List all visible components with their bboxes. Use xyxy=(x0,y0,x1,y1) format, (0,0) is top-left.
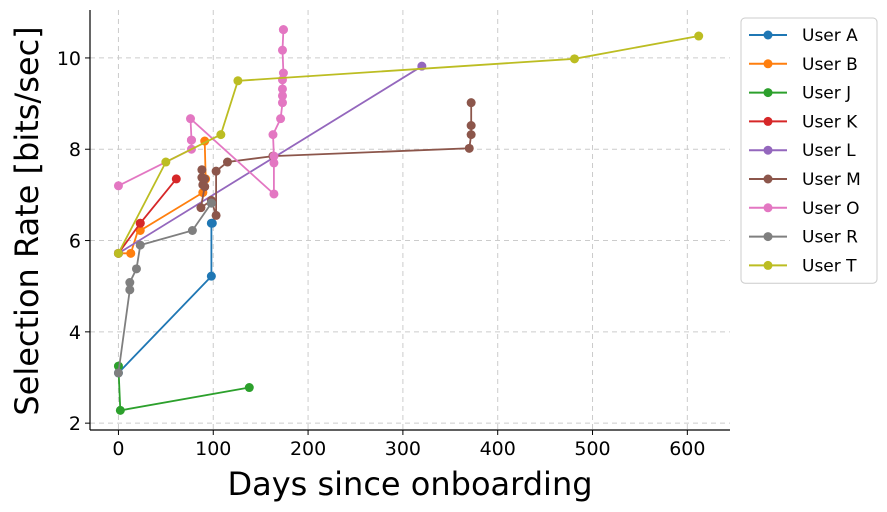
y-axis-title: Selection Rate [bits/sec] xyxy=(8,26,46,415)
legend-label-user-a: User A xyxy=(802,26,858,46)
legend-marker-user-o xyxy=(763,203,773,213)
data-point-user-o xyxy=(277,45,287,55)
series-lines xyxy=(113,25,704,415)
y-tick-label: 4 xyxy=(69,322,81,344)
grid-lines xyxy=(90,10,730,430)
tick-labels: 0 100 200 300 400 500 600 2 4 6 8 10 xyxy=(57,48,706,460)
data-point-user-o xyxy=(268,130,278,140)
data-point-user-m xyxy=(200,182,210,192)
data-point-user-b xyxy=(135,226,145,235)
legend-marker-user-l xyxy=(763,145,773,155)
data-point-user-r xyxy=(206,198,216,208)
legend-marker-user-k xyxy=(763,116,773,126)
legend-label-user-j: User J xyxy=(802,84,851,104)
series-line-user-l xyxy=(117,65,423,255)
data-point-user-a xyxy=(206,271,216,281)
data-point-user-o xyxy=(278,68,288,78)
legend-label-user-k: User K xyxy=(802,112,858,132)
data-point-user-o xyxy=(186,135,196,145)
data-point-user-r xyxy=(131,264,141,274)
data-point-user-m xyxy=(466,130,476,140)
legend-label-user-m: User M xyxy=(802,170,861,190)
x-tick-label: 300 xyxy=(385,438,421,460)
series-line-user-j xyxy=(117,366,250,412)
data-point-user-o xyxy=(186,114,196,124)
axes xyxy=(89,10,730,431)
legend-label-user-r: User R xyxy=(802,228,858,248)
data-point-user-r xyxy=(125,278,135,288)
legend-marker-user-r xyxy=(763,232,773,242)
legend-label-user-o: User O xyxy=(802,199,860,219)
data-point-user-b xyxy=(126,248,136,258)
data-point-user-o xyxy=(277,91,287,101)
x-axis-title: Days since onboarding xyxy=(227,465,592,503)
data-point-user-m xyxy=(466,121,476,130)
data-point-user-o xyxy=(277,98,287,108)
y-tick-label: 2 xyxy=(69,413,81,435)
data-point-user-t xyxy=(113,248,123,258)
data-point-user-r xyxy=(187,226,197,235)
data-point-user-j xyxy=(244,383,254,393)
y-tick-label: 8 xyxy=(69,139,81,161)
data-point-user-t xyxy=(216,130,226,140)
legend-marker-user-a xyxy=(763,30,773,40)
y-tick-label: 10 xyxy=(57,48,81,70)
legend-label-user-t: User T xyxy=(802,256,857,276)
data-point-user-t xyxy=(233,76,243,86)
data-point-user-r xyxy=(135,240,145,250)
x-tick-label: 500 xyxy=(574,438,610,460)
x-tick-label: 0 xyxy=(112,438,124,460)
legend-label-user-l: User L xyxy=(802,141,856,161)
data-point-user-k xyxy=(135,218,145,228)
legend-box xyxy=(740,17,878,284)
y-tick-label: 6 xyxy=(69,231,81,253)
data-point-user-t xyxy=(570,54,580,64)
x-tick-label: 400 xyxy=(480,438,516,460)
data-point-user-t xyxy=(161,157,171,167)
series-line-user-k xyxy=(117,178,177,254)
data-point-user-r xyxy=(125,285,135,295)
legend-marker-user-t xyxy=(763,260,773,270)
data-point-user-m xyxy=(222,157,232,167)
legend-marker-user-m xyxy=(763,174,773,184)
legend-marker-user-j xyxy=(763,88,773,98)
data-point-user-o xyxy=(277,84,287,94)
data-point-user-m xyxy=(196,203,206,213)
data-point-user-m xyxy=(197,165,207,175)
data-point-user-r xyxy=(113,368,123,378)
data-point-user-o xyxy=(113,181,123,191)
data-point-user-j xyxy=(115,405,125,415)
data-point-user-m xyxy=(211,166,221,176)
x-tick-label: 200 xyxy=(290,438,326,460)
legend-marker-user-b xyxy=(763,59,773,69)
data-point-user-m xyxy=(200,174,210,184)
x-tick-label: 100 xyxy=(195,438,231,460)
data-point-user-o xyxy=(269,158,279,168)
data-point-user-o xyxy=(278,25,288,35)
data-point-user-t xyxy=(694,31,704,41)
legend-label-user-b: User B xyxy=(802,55,858,75)
x-tick-label: 600 xyxy=(669,438,705,460)
data-point-user-k xyxy=(171,174,181,184)
data-point-user-m xyxy=(211,210,221,220)
data-point-user-a xyxy=(207,218,217,228)
data-point-user-o xyxy=(276,114,286,124)
legend: User A User B User J User K User L User M User… xyxy=(740,17,878,284)
data-point-user-m xyxy=(464,143,474,153)
data-point-user-o xyxy=(269,151,279,161)
data-point-user-o xyxy=(269,189,279,199)
data-point-user-m xyxy=(466,98,476,108)
series-line-user-t xyxy=(117,35,699,254)
